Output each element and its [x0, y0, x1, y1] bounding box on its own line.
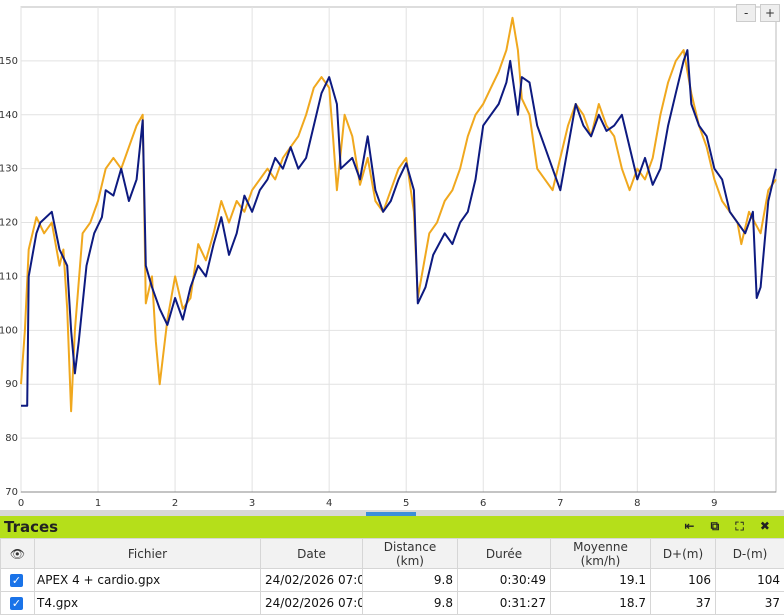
y-tick-label: 130	[0, 164, 18, 175]
column-label: D-(m)	[718, 547, 782, 561]
column-unit: (km/h)	[553, 554, 648, 568]
eye-icon[interactable]: 👁	[1, 539, 35, 569]
column-header: Durée	[458, 539, 551, 569]
column-header: D-(m)	[716, 539, 784, 569]
column-header: Distance(km)	[363, 539, 458, 569]
cell: T4.gpx	[35, 592, 261, 615]
x-tick-label: 9	[711, 498, 717, 509]
column-header: D+(m)	[651, 539, 716, 569]
panel-icons[interactable]: ⇤ ⧉ ⛶ ✖	[684, 519, 776, 534]
cell: 37	[716, 592, 784, 615]
y-tick-label: 110	[0, 271, 18, 282]
x-tick-label: 6	[480, 498, 486, 509]
column-label: D+(m)	[653, 547, 713, 561]
column-header: Fichier	[35, 539, 261, 569]
column-unit: (km)	[365, 554, 455, 568]
cell: 37	[651, 592, 716, 615]
zoom-controls: - +	[736, 4, 780, 22]
x-tick-label: 5	[403, 498, 409, 509]
y-tick-label: 120	[0, 218, 18, 229]
x-tick-label: 8	[634, 498, 640, 509]
cell: 106	[651, 569, 716, 592]
cell: 19.1	[551, 569, 651, 592]
column-header: Moyenne(km/h)	[551, 539, 651, 569]
y-tick-label: 150	[0, 56, 18, 67]
x-tick-label: 4	[326, 498, 332, 509]
panel-title-bar: Traces ⇤ ⧉ ⛶ ✖	[0, 516, 784, 538]
checkbox[interactable]: ✓	[10, 597, 23, 610]
checkbox-cell: ✓	[1, 592, 35, 615]
y-tick-label: 70	[5, 487, 18, 498]
x-tick-label: 1	[95, 498, 101, 509]
cell: 0:30:49	[458, 569, 551, 592]
zoom-in[interactable]: +	[760, 4, 780, 22]
cell: 24/02/2026 07:05	[261, 569, 363, 592]
column-header: Date	[261, 539, 363, 569]
column-label: Distance	[365, 540, 455, 554]
chart: 70 80 90 100 110 120 130 140 150 0 1 2 3 4 5 6 7 8 9	[0, 0, 784, 516]
column-label: Fichier	[37, 547, 258, 561]
cell: 0:31:27	[458, 592, 551, 615]
x-tick-label: 2	[172, 498, 178, 509]
cell: 9.8	[363, 569, 458, 592]
zoom-out[interactable]: -	[736, 4, 756, 22]
x-tick-label: 0	[18, 498, 24, 509]
cell: 18.7	[551, 592, 651, 615]
column-label: Durée	[460, 547, 548, 561]
cell: 104	[716, 569, 784, 592]
column-label: Date	[263, 547, 360, 561]
y-tick-label: 100	[0, 325, 18, 336]
column-label: Moyenne	[553, 540, 648, 554]
x-tick-label: 3	[249, 498, 255, 509]
x-tick-label: 7	[557, 498, 563, 509]
checkbox[interactable]: ✓	[10, 574, 23, 587]
cell: 24/02/2026 07:04	[261, 592, 363, 615]
checkbox-cell: ✓	[1, 569, 35, 592]
panel-title: Traces	[4, 518, 58, 536]
y-tick-label: 140	[0, 110, 18, 121]
cell: APEX 4 + cardio.gpx	[35, 569, 261, 592]
y-tick-label: 80	[5, 433, 18, 444]
y-tick-label: 90	[5, 379, 18, 390]
cell: 9.8	[363, 592, 458, 615]
